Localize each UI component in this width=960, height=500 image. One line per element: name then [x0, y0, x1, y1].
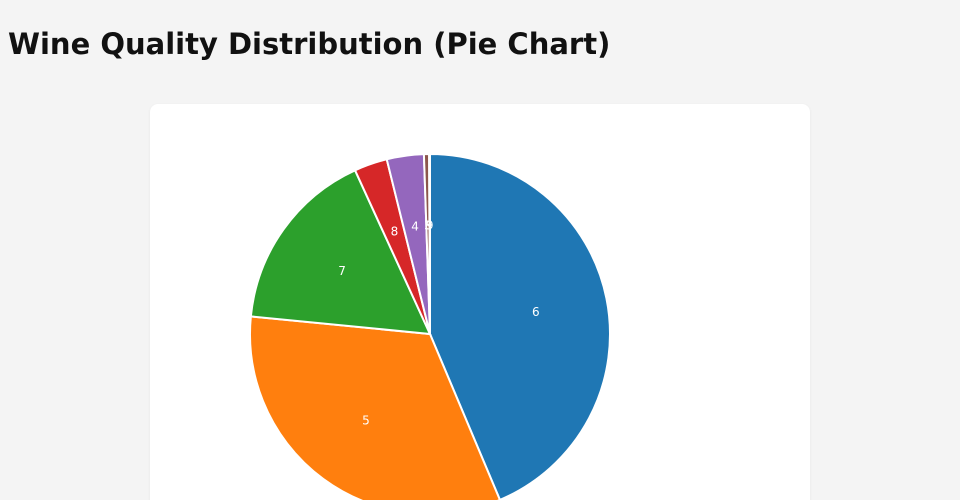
- pie-slice-label-4: 4: [411, 220, 419, 234]
- pie-slice-label-6: 6: [532, 305, 540, 319]
- pie-slices: [249, 152, 611, 500]
- pie-slice-label-9: 9: [426, 219, 434, 233]
- pie-slice-7: [249, 169, 432, 336]
- pie-slice-labels: 6 5 7 8 4 39: [338, 219, 539, 428]
- page-title: Wine Quality Distribution (Pie Chart): [8, 27, 611, 61]
- pie-slice-label-5: 5: [362, 413, 370, 427]
- pie-slice-label-3: 3: [424, 219, 432, 233]
- pie-slice-5: [249, 315, 502, 500]
- pie-slice-label-7: 7: [338, 264, 346, 278]
- pie-slice-9: [428, 152, 431, 335]
- pie-slice-6: [429, 152, 611, 500]
- pie-slice-label-8: 8: [391, 225, 399, 239]
